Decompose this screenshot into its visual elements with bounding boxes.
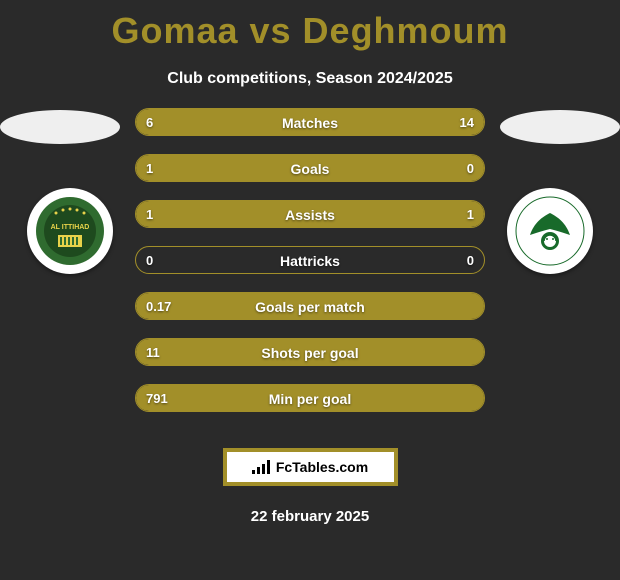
comparison-arena: AL ITTIHAD 614Matches 10Goals 11Assists 00H… [0, 108, 620, 448]
svg-text:AL ITTIHAD: AL ITTIHAD [51, 224, 90, 231]
eagle-icon [514, 195, 586, 267]
stat-label: Goals per match [136, 293, 484, 320]
team-logo-right [507, 188, 593, 274]
stat-label: Min per goal [136, 385, 484, 412]
stat-row: 10Goals [135, 154, 485, 182]
footer-brand-text: FcTables.com [276, 459, 368, 475]
stat-row: 614Matches [135, 108, 485, 136]
signal-icon [252, 460, 270, 474]
team-logo-left: AL ITTIHAD [27, 188, 113, 274]
stat-label: Hattricks [136, 247, 484, 274]
stat-label: Assists [136, 201, 484, 228]
stat-label: Matches [136, 109, 484, 136]
footer-brand-badge: FcTables.com [223, 448, 398, 486]
date-text: 22 february 2025 [0, 508, 620, 525]
stat-label: Goals [136, 155, 484, 182]
jersey-oval-left [0, 110, 120, 144]
page-title: Gomaa vs Deghmoum [0, 0, 620, 52]
jersey-oval-right [500, 110, 620, 144]
stat-label: Shots per goal [136, 339, 484, 366]
stat-row: 11Assists [135, 200, 485, 228]
subtitle: Club competitions, Season 2024/2025 [0, 70, 620, 88]
stat-row: 00Hattricks [135, 246, 485, 274]
stat-row: 0.17Goals per match [135, 292, 485, 320]
stat-row: 791Min per goal [135, 384, 485, 412]
stat-row: 11Shots per goal [135, 338, 485, 366]
stat-bars: 614Matches 10Goals 11Assists 00Hattricks 0.1… [135, 108, 485, 430]
shield-icon: AL ITTIHAD [34, 195, 106, 267]
